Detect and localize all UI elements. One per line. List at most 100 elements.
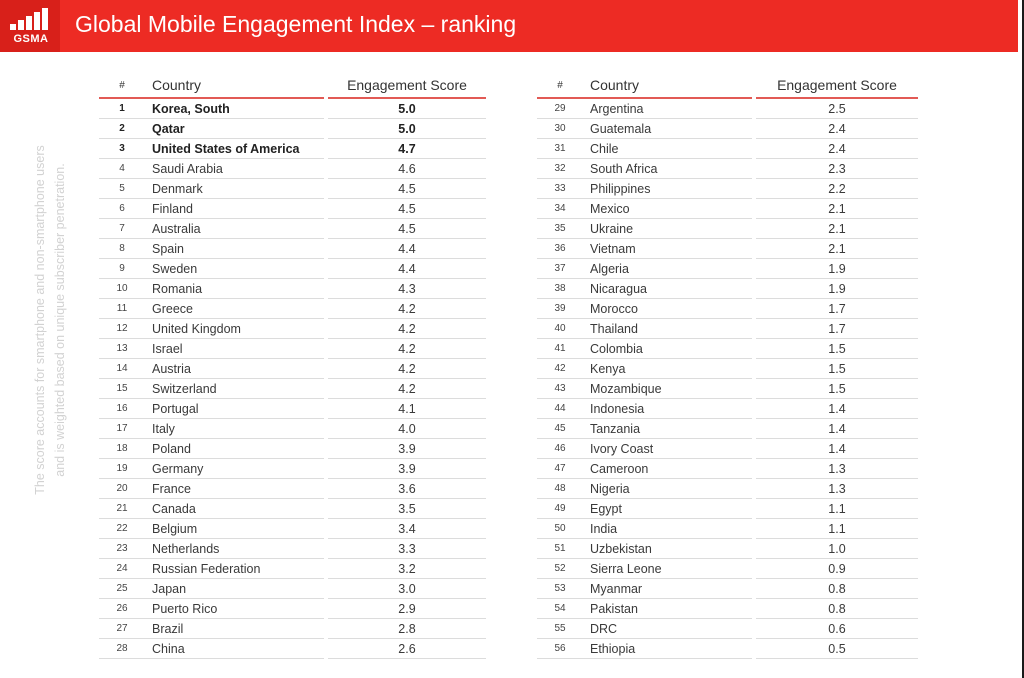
country-cell: Kenya: [583, 359, 752, 379]
rank-cell: 43: [537, 379, 583, 399]
table-row: 50 India 1.1: [537, 519, 918, 539]
score-cell: 4.2: [328, 299, 486, 319]
table-row: 17 Italy 4.0: [99, 419, 486, 439]
score-cell: 3.5: [328, 499, 486, 519]
rank-cell: 19: [99, 459, 145, 479]
table-row: 20 France 3.6: [99, 479, 486, 499]
score-cell: 3.2: [328, 559, 486, 579]
country-cell: Guatemala: [583, 119, 752, 139]
score-cell: 4.7: [328, 139, 486, 159]
rank-cell: 55: [537, 619, 583, 639]
score-cell: 4.2: [328, 339, 486, 359]
score-cell: 2.8: [328, 619, 486, 639]
rank-cell: 48: [537, 479, 583, 499]
rank-cell: 18: [99, 439, 145, 459]
country-cell: South Africa: [583, 159, 752, 179]
score-cell: 3.3: [328, 539, 486, 559]
table-row: 31 Chile 2.4: [537, 139, 918, 159]
table-header-row: # Country Engagement Score: [537, 73, 918, 99]
table-row: 3 United States of America 4.7: [99, 139, 486, 159]
score-cell: 4.5: [328, 179, 486, 199]
score-cell: 2.3: [756, 159, 918, 179]
ranking-table-left: # Country Engagement Score 1 Korea, South…: [99, 73, 486, 659]
rank-cell: 49: [537, 499, 583, 519]
table-row: 41 Colombia 1.5: [537, 339, 918, 359]
rank-cell: 45: [537, 419, 583, 439]
side-note-line-1: The score accounts for smartphone and no…: [33, 145, 47, 495]
rank-cell: 24: [99, 559, 145, 579]
country-cell: United States of America: [145, 139, 324, 159]
rank-cell: 17: [99, 419, 145, 439]
table-row: 18 Poland 3.9: [99, 439, 486, 459]
table-row: 43 Mozambique 1.5: [537, 379, 918, 399]
country-cell: Algeria: [583, 259, 752, 279]
score-cell: 1.9: [756, 279, 918, 299]
score-cell: 2.4: [756, 139, 918, 159]
score-cell: 1.4: [756, 419, 918, 439]
table-row: 38 Nicaragua 1.9: [537, 279, 918, 299]
country-cell: Ivory Coast: [583, 439, 752, 459]
table-row: 26 Puerto Rico 2.9: [99, 599, 486, 619]
country-cell: Switzerland: [145, 379, 324, 399]
side-note-line-2: and is weighted based on unique subscrib…: [53, 163, 67, 477]
table-row: 5 Denmark 4.5: [99, 179, 486, 199]
country-cell: Chile: [583, 139, 752, 159]
country-cell: Netherlands: [145, 539, 324, 559]
country-cell: Sweden: [145, 259, 324, 279]
rank-cell: 38: [537, 279, 583, 299]
table-row: 32 South Africa 2.3: [537, 159, 918, 179]
rank-cell: 13: [99, 339, 145, 359]
score-cell: 1.3: [756, 459, 918, 479]
table-row: 4 Saudi Arabia 4.6: [99, 159, 486, 179]
country-cell: Australia: [145, 219, 324, 239]
table-row: 34 Mexico 2.1: [537, 199, 918, 219]
table-row: 55 DRC 0.6: [537, 619, 918, 639]
rank-cell: 31: [537, 139, 583, 159]
signal-bars-icon: [10, 8, 52, 30]
score-cell: 1.5: [756, 359, 918, 379]
score-cell: 1.7: [756, 319, 918, 339]
score-cell: 0.5: [756, 639, 918, 659]
country-cell: Sierra Leone: [583, 559, 752, 579]
rank-cell: 22: [99, 519, 145, 539]
table-row: 14 Austria 4.2: [99, 359, 486, 379]
header-bar: GSMA Global Mobile Engagement Index – ra…: [0, 0, 1018, 52]
rank-cell: 35: [537, 219, 583, 239]
score-cell: 3.9: [328, 459, 486, 479]
rank-cell: 44: [537, 399, 583, 419]
table-row: 36 Vietnam 2.1: [537, 239, 918, 259]
table-row: 54 Pakistan 0.8: [537, 599, 918, 619]
rank-cell: 4: [99, 159, 145, 179]
score-cell: 4.2: [328, 359, 486, 379]
country-cell: China: [145, 639, 324, 659]
rank-cell: 9: [99, 259, 145, 279]
score-column-header: Engagement Score: [756, 73, 918, 99]
rank-cell: 42: [537, 359, 583, 379]
score-cell: 1.9: [756, 259, 918, 279]
score-cell: 1.1: [756, 519, 918, 539]
rank-cell: 1: [99, 99, 145, 119]
rank-cell: 14: [99, 359, 145, 379]
score-cell: 4.2: [328, 379, 486, 399]
country-cell: Russian Federation: [145, 559, 324, 579]
rank-cell: 29: [537, 99, 583, 119]
table-row: 46 Ivory Coast 1.4: [537, 439, 918, 459]
table-row: 19 Germany 3.9: [99, 459, 486, 479]
rank-cell: 54: [537, 599, 583, 619]
country-cell: Philippines: [583, 179, 752, 199]
score-cell: 4.4: [328, 239, 486, 259]
score-cell: 2.6: [328, 639, 486, 659]
score-cell: 4.5: [328, 219, 486, 239]
country-cell: Ethiopia: [583, 639, 752, 659]
country-cell: Argentina: [583, 99, 752, 119]
country-cell: India: [583, 519, 752, 539]
country-column-header: Country: [583, 73, 752, 99]
score-cell: 2.9: [328, 599, 486, 619]
score-cell: 1.4: [756, 399, 918, 419]
country-cell: Greece: [145, 299, 324, 319]
rank-cell: 52: [537, 559, 583, 579]
table-row: 35 Ukraine 2.1: [537, 219, 918, 239]
score-cell: 2.1: [756, 239, 918, 259]
table-row: 49 Egypt 1.1: [537, 499, 918, 519]
score-cell: 4.0: [328, 419, 486, 439]
